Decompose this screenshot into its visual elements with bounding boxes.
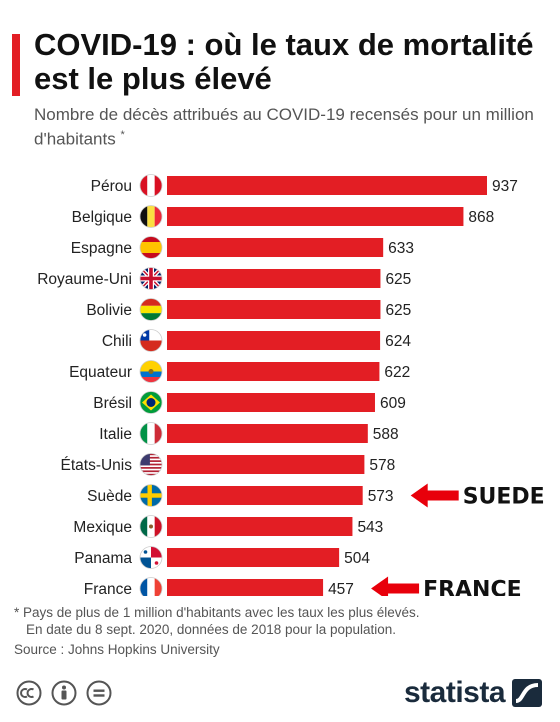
annotation-arrow: SUEDE (410, 483, 545, 510)
flag-chile-icon (140, 329, 162, 352)
bar-row: Pérou 937 (91, 174, 518, 197)
bar-row: Royaume-Uni 625 (37, 267, 411, 290)
value-label: 504 (344, 550, 370, 567)
value-label: 633 (388, 240, 414, 257)
flag-sweden-icon (140, 484, 162, 507)
bar (167, 393, 375, 412)
bar (167, 548, 340, 567)
chart-subtitle: Nombre de décès attribués au COVID-19 re… (34, 104, 544, 150)
subtitle-footnote-mark: * (120, 129, 125, 141)
annotation-label: SUEDE (463, 485, 545, 510)
category-label: France (84, 581, 132, 596)
category-label: Bolivie (86, 302, 132, 319)
category-label: États-Unis (61, 457, 133, 474)
bar-chart: Pérou 937 Belgique 868 Espagne 633 Royaume-Uni… (37, 174, 545, 597)
flag-france-icon (140, 577, 162, 596)
bar-row: Panama 504 (74, 546, 370, 569)
bar (167, 300, 381, 319)
value-label: 625 (385, 271, 411, 288)
bar-row: États-Unis 578 (61, 453, 395, 476)
bar (167, 486, 363, 505)
value-label: 543 (357, 519, 383, 536)
attribution-icon (51, 680, 77, 706)
chart-title: COVID-19 : où le taux de mortalité est l… (34, 27, 534, 96)
value-label: 609 (380, 395, 406, 412)
flag-panama-icon (140, 546, 162, 569)
value-label: 624 (385, 333, 411, 350)
bar-row: Bolivie 625 (86, 298, 411, 321)
flag-belgium-icon (140, 205, 162, 228)
statista-logo: statista (404, 676, 506, 709)
bar-row: France 457 (84, 577, 354, 596)
value-label: 937 (492, 178, 518, 195)
annotation-label: FRANCE (423, 578, 522, 597)
bar-row: Suède 573 (87, 484, 394, 507)
value-label: 588 (373, 426, 399, 443)
flag-uk-icon (140, 267, 162, 290)
bar-row: Equateur 622 (69, 360, 410, 383)
footnote-line-2: En date du 8 sept. 2020, données de 2018… (26, 622, 397, 637)
bar-row: Belgique 868 (72, 205, 494, 228)
flag-usa-icon (140, 453, 162, 476)
category-label: Suède (87, 488, 132, 505)
flag-mexico-icon (140, 515, 162, 538)
footnote: * Pays de plus de 1 million d'habitants … (14, 604, 420, 658)
flag-ecuador-icon (140, 360, 162, 383)
category-label: Brésil (93, 395, 132, 412)
left-arrow-icon (410, 483, 459, 508)
category-label: Italie (99, 426, 132, 443)
bar (167, 455, 365, 474)
value-label: 573 (368, 488, 394, 505)
bar (167, 331, 381, 350)
footnote-line-1: * Pays de plus de 1 million d'habitants … (14, 605, 420, 620)
cc-icon (16, 680, 42, 706)
no-derivatives-icon (86, 680, 112, 706)
category-label: Panama (74, 550, 132, 567)
title-accent-bar (12, 34, 20, 96)
value-label: 625 (385, 302, 411, 319)
flag-bolivia-icon (140, 298, 162, 321)
bar-row: Italie 588 (99, 422, 399, 445)
category-label: Equateur (69, 364, 132, 381)
bar (167, 424, 368, 443)
statista-logo-icon (512, 679, 542, 707)
value-label: 622 (384, 364, 410, 381)
subtitle-text: Nombre de décès attribués au COVID-19 re… (34, 105, 534, 149)
bar-row: Brésil 609 (93, 391, 406, 414)
value-label: 457 (328, 581, 354, 596)
bar (167, 579, 324, 596)
bar (167, 517, 353, 536)
category-label: Royaume-Uni (37, 271, 132, 288)
bar-row: Espagne 633 (71, 236, 414, 259)
bar (167, 176, 487, 195)
creative-commons-icons (16, 680, 112, 706)
flag-brazil-icon (140, 391, 162, 414)
bar-row: Chili 624 (102, 329, 411, 352)
category-label: Espagne (71, 240, 132, 257)
bar-row: Mexique 543 (73, 515, 383, 538)
bar (167, 362, 380, 381)
source-note: Source : Johns Hopkins University (14, 642, 220, 657)
category-label: Belgique (72, 209, 132, 226)
category-label: Mexique (73, 519, 132, 536)
flag-peru-icon (140, 174, 162, 197)
left-arrow-icon (371, 576, 420, 596)
value-label: 868 (468, 209, 494, 226)
flag-italy-icon (140, 422, 162, 445)
bar (167, 269, 381, 288)
bar (167, 207, 464, 226)
flag-spain-icon (140, 236, 162, 259)
category-label: Chili (102, 333, 132, 350)
annotation-arrow: FRANCE (371, 576, 522, 597)
bar (167, 238, 384, 257)
value-label: 578 (369, 457, 395, 474)
category-label: Pérou (91, 178, 132, 195)
